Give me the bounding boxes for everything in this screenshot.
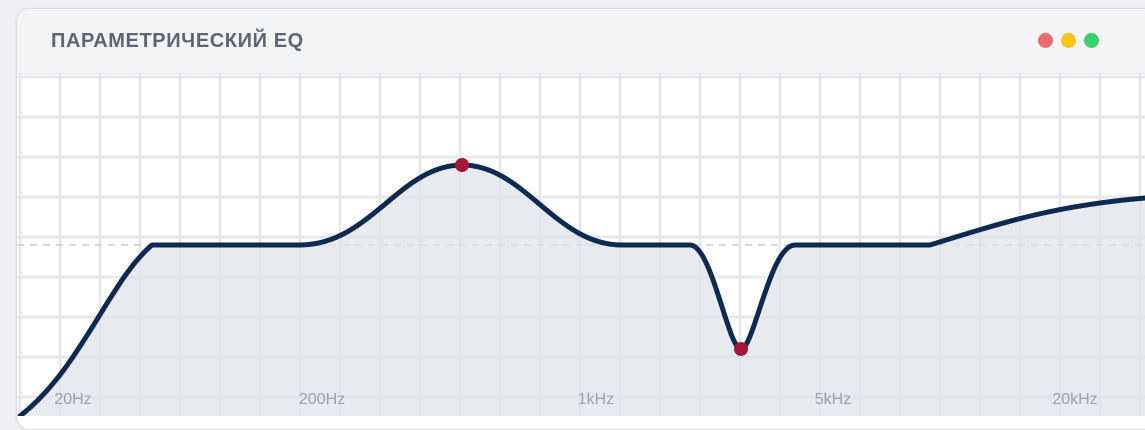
window-title: ПАРАМЕТРИЧЕСКИЙ EQ [51, 30, 304, 52]
eq-curve-fill [20, 165, 1145, 416]
frequency-label: 200Hz [299, 391, 345, 408]
frequency-label: 5kHz [815, 391, 851, 408]
frequency-label: 20kHz [1052, 391, 1097, 408]
maximize-button[interactable] [1084, 33, 1099, 48]
eq-curve [17, 162, 1145, 416]
notch-band-handle[interactable] [734, 342, 748, 356]
frequency-axis-labels: 20Hz 200Hz 1kHz 5kHz 20kHz [54, 391, 1097, 408]
eq-graph[interactable]: 20Hz 200Hz 1kHz 5kHz 20kHz [0, 0, 1145, 416]
frequency-label: 20Hz [54, 391, 91, 408]
minimize-button[interactable] [1061, 33, 1076, 48]
close-button[interactable] [1038, 33, 1053, 48]
window-controls [1038, 33, 1099, 48]
frequency-label: 1kHz [578, 391, 614, 408]
title-bar: ПАРАМЕТРИЧЕСКИЙ EQ [17, 9, 1145, 74]
peak-band-handle[interactable] [455, 158, 469, 172]
